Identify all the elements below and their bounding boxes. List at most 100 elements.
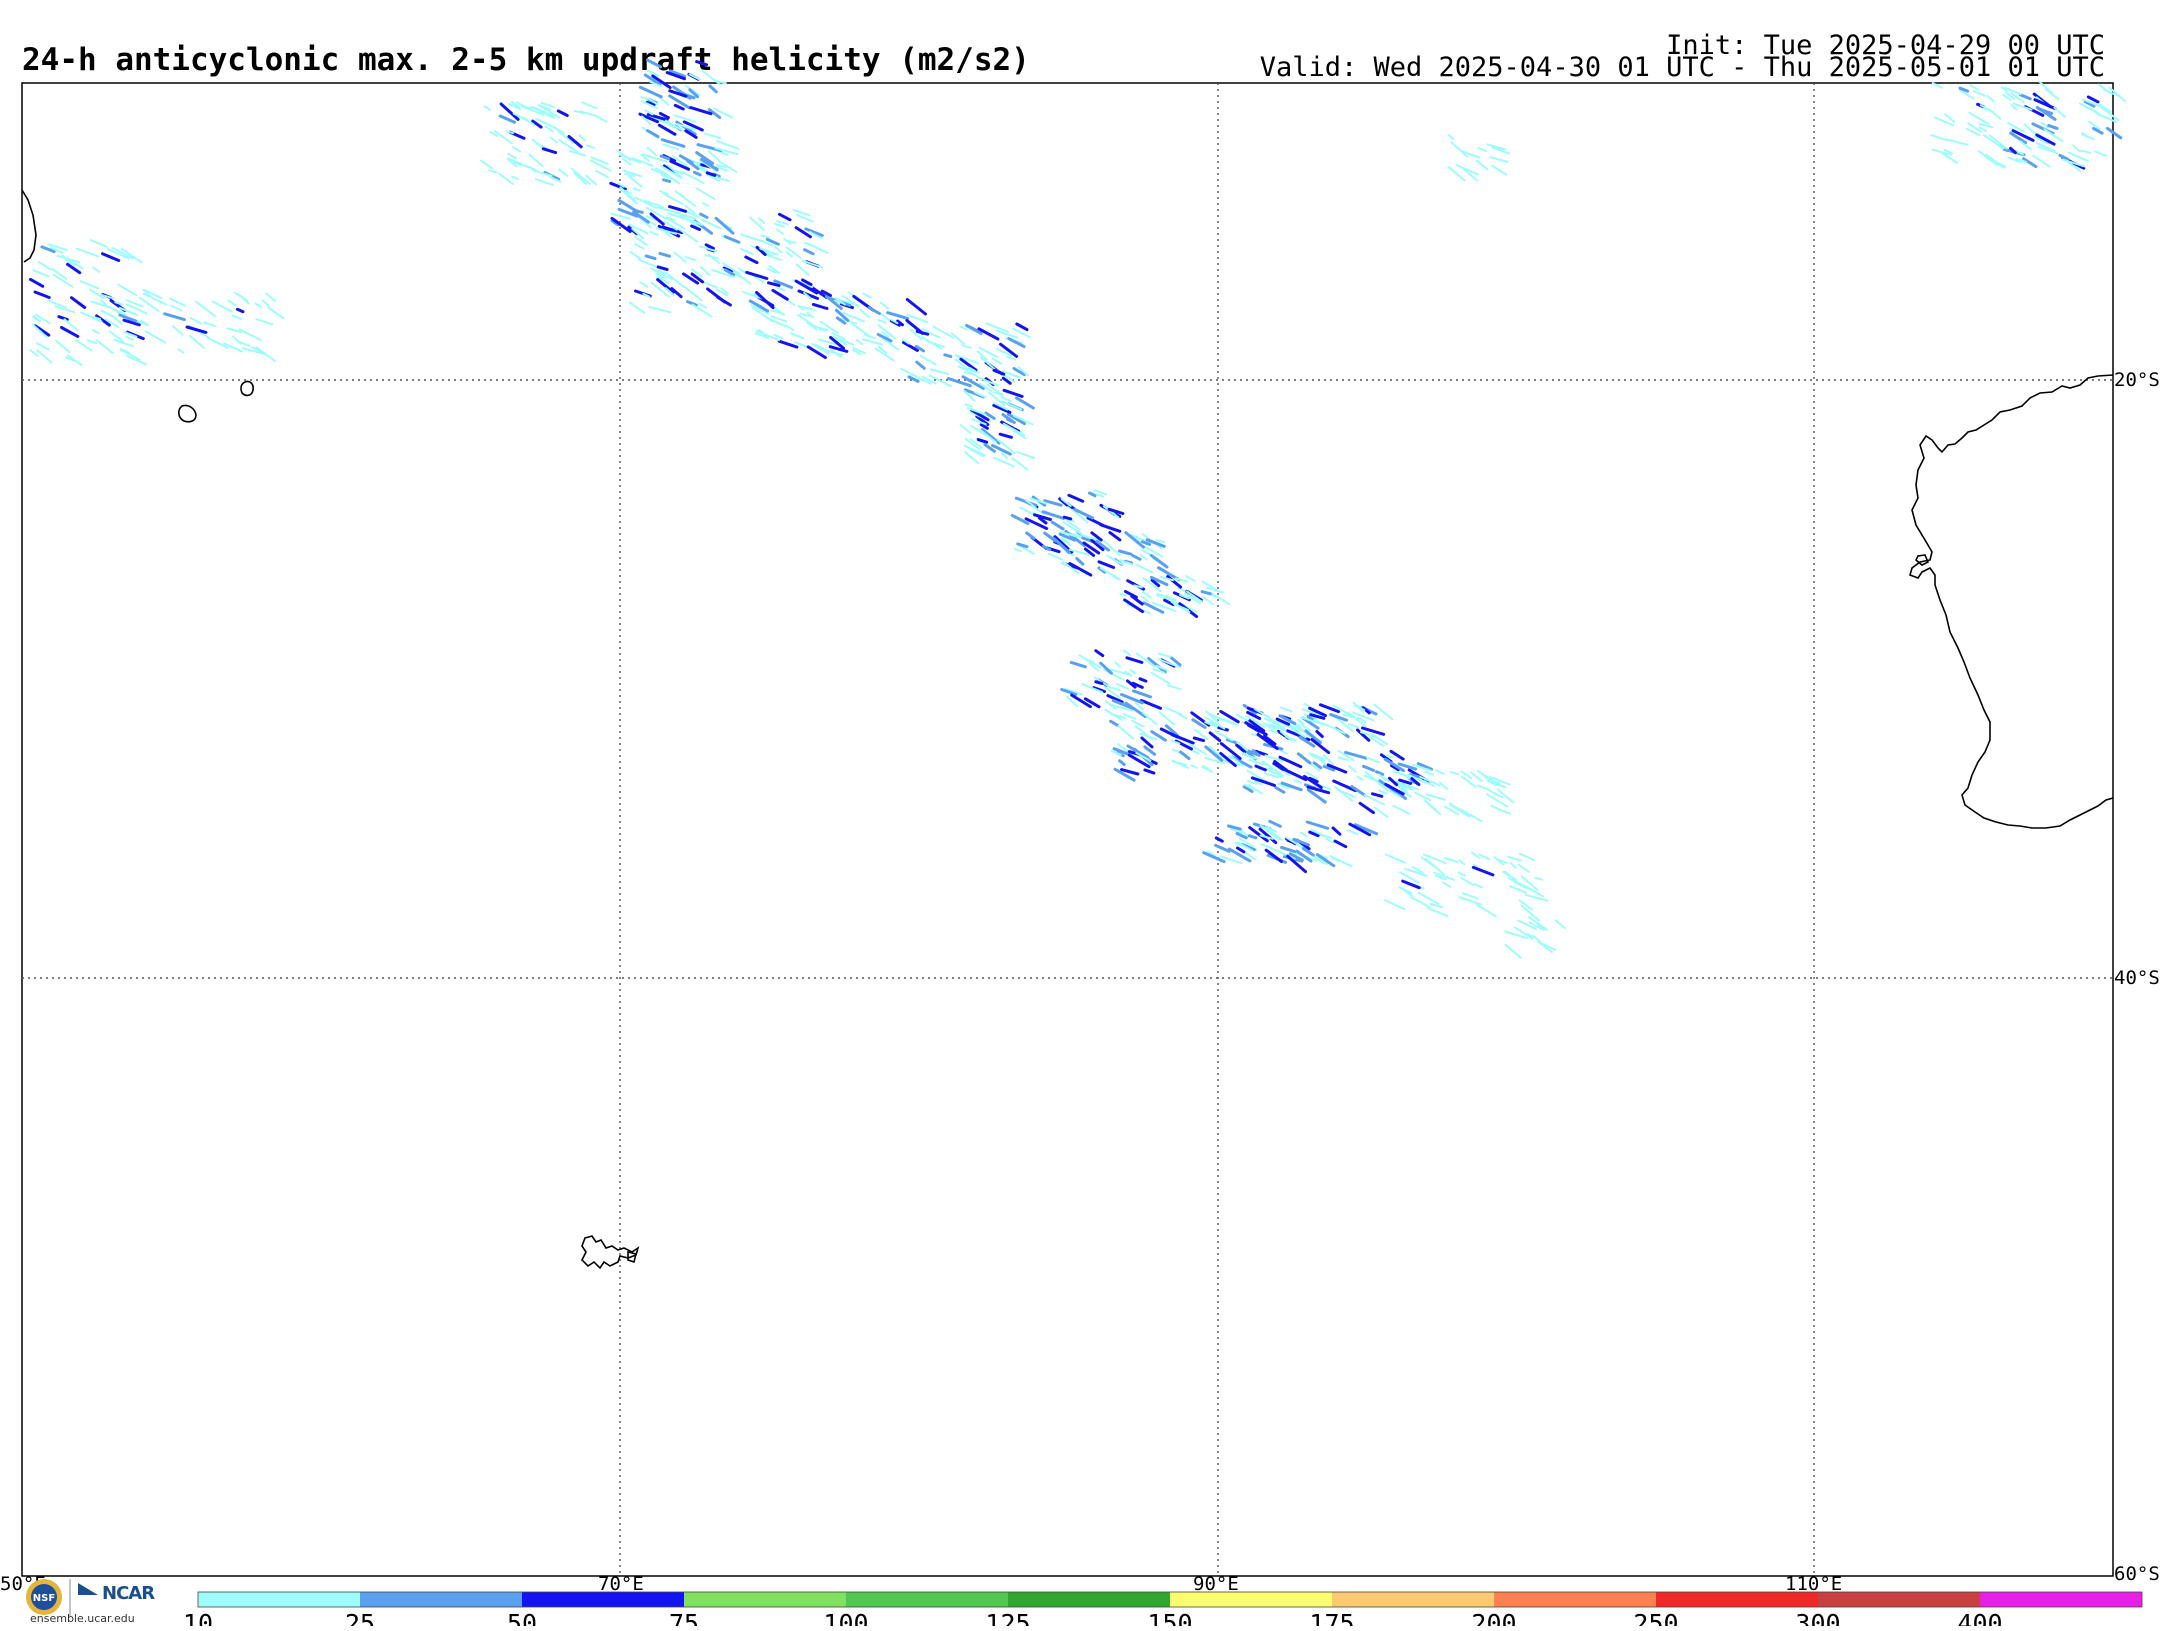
helicity-streak xyxy=(170,304,183,312)
helicity-streak xyxy=(1140,736,1154,749)
helicity-streak xyxy=(1090,538,1105,552)
helicity-streak xyxy=(483,105,491,111)
helicity-streak xyxy=(1060,498,1072,507)
helicity-streak xyxy=(1145,538,1166,548)
helicity-streak xyxy=(974,391,987,399)
helicity-streak xyxy=(1006,412,1026,426)
helicity-streak xyxy=(1293,779,1303,784)
helicity-streak xyxy=(1090,531,1103,542)
helicity-streak xyxy=(665,216,686,230)
helicity-streak xyxy=(1944,113,1956,123)
helicity-streak xyxy=(1242,850,1257,861)
site-url: ensemble.ucar.edu xyxy=(30,1612,135,1625)
colorbar-tick-label: 50 xyxy=(507,1609,537,1626)
helicity-streak xyxy=(716,140,740,150)
helicity-streak xyxy=(1107,507,1125,515)
colorbar-swatch xyxy=(1494,1592,1656,1607)
helicity-streak xyxy=(1222,718,1239,726)
helicity-streak xyxy=(901,338,910,345)
helicity-streak xyxy=(914,344,925,353)
helicity-streak xyxy=(686,159,700,171)
helicity-streak xyxy=(824,295,843,310)
helicity-streak xyxy=(640,153,650,162)
helicity-streak xyxy=(1509,885,1528,894)
helicity-streak xyxy=(1139,553,1148,561)
helicity-streak xyxy=(89,239,108,248)
helicity-streak xyxy=(684,204,696,215)
helicity-streak xyxy=(1150,671,1171,685)
helicity-streak xyxy=(681,170,705,185)
helicity-streak xyxy=(717,177,730,182)
helicity-streak xyxy=(1353,823,1379,836)
helicity-streak xyxy=(2088,120,2101,130)
helicity-streak xyxy=(1985,153,2005,169)
helicity-streak xyxy=(959,325,968,331)
helicity-streak xyxy=(106,248,130,260)
helicity-streak xyxy=(795,263,810,276)
helicity-streak xyxy=(928,332,941,339)
helicity-streak xyxy=(1141,590,1152,599)
helicity-streak xyxy=(1443,857,1459,863)
helicity-streak xyxy=(1024,498,1040,512)
helicity-streak xyxy=(1229,755,1244,767)
helicity-streak xyxy=(1329,713,1348,722)
helicity-streak xyxy=(142,289,153,298)
helicity-streak xyxy=(1126,679,1137,689)
colorbar-swatch xyxy=(522,1592,684,1607)
map-frame xyxy=(21,82,2114,1577)
helicity-streak xyxy=(1315,730,1324,738)
helicity-streak xyxy=(1409,896,1419,902)
helicity-streak xyxy=(699,266,711,277)
helicity-streak xyxy=(641,115,652,125)
helicity-streak xyxy=(1259,834,1274,840)
helicity-streak xyxy=(1206,850,1216,857)
helicity-streak xyxy=(52,273,74,288)
helicity-streak xyxy=(172,325,184,336)
helicity-streak xyxy=(1219,709,1240,724)
helicity-streak xyxy=(1235,743,1247,754)
helicity-streak xyxy=(1319,703,1341,714)
helicity-streak xyxy=(1131,719,1145,728)
helicity-streak xyxy=(1274,849,1296,860)
helicity-streak xyxy=(2040,121,2049,129)
helicity-streak xyxy=(2067,151,2089,162)
helicity-streak xyxy=(1315,853,1336,868)
helicity-streak xyxy=(1520,875,1539,892)
helicity-streak xyxy=(996,438,1016,455)
helicity-streak xyxy=(1284,836,1304,849)
helicity-streak xyxy=(1333,715,1354,732)
helicity-streak xyxy=(811,343,830,355)
helicity-streak xyxy=(830,348,842,358)
helicity-streak xyxy=(552,125,565,134)
helicity-streak xyxy=(1423,770,1435,776)
helicity-streak xyxy=(963,371,977,377)
helicity-streak xyxy=(646,97,659,106)
helicity-streak xyxy=(1398,886,1413,895)
helicity-streak xyxy=(664,287,675,296)
helicity-streak xyxy=(767,281,781,287)
helicity-streak xyxy=(774,245,783,254)
helicity-streak xyxy=(557,130,575,144)
helicity-streak xyxy=(203,321,216,328)
helicity-streak xyxy=(142,292,151,298)
helicity-streak xyxy=(1053,537,1071,555)
helicity-streak xyxy=(1214,843,1231,853)
helicity-streak xyxy=(1322,754,1335,765)
helicity-streak xyxy=(1130,594,1144,606)
helicity-streak xyxy=(1141,540,1152,546)
helicity-streak xyxy=(80,311,103,323)
colorbar-swatch xyxy=(1332,1592,1494,1607)
helicity-streak xyxy=(1166,684,1182,691)
helicity-streak xyxy=(63,318,79,332)
helicity-streak xyxy=(1301,724,1311,732)
helicity-streak xyxy=(665,71,686,81)
helicity-streak xyxy=(1063,687,1083,696)
helicity-streak xyxy=(1411,763,1432,772)
helicity-streak xyxy=(744,255,759,265)
helicity-streak xyxy=(1012,429,1027,440)
helicity-streak xyxy=(571,167,591,185)
helicity-streak xyxy=(634,243,645,250)
helicity-streak xyxy=(993,456,1015,468)
helicity-streak xyxy=(645,58,663,69)
helicity-streak xyxy=(714,147,739,156)
